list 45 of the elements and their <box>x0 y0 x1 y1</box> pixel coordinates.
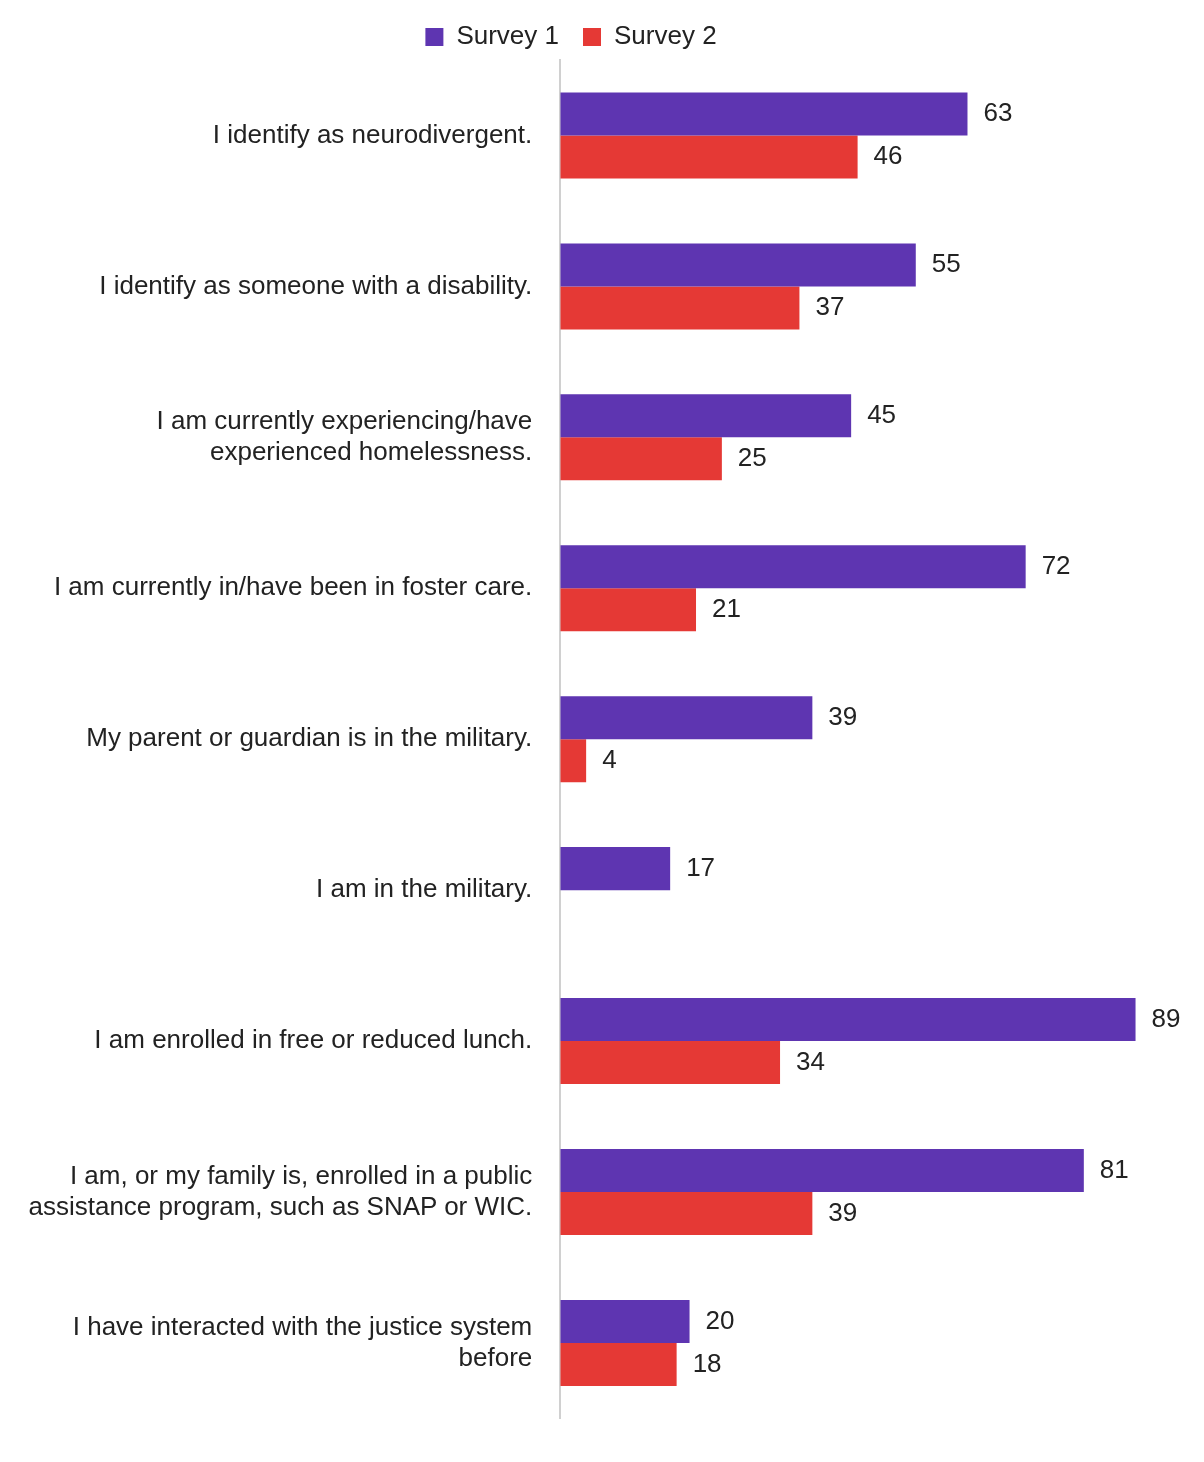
data-label: 21 <box>712 592 741 623</box>
bar <box>560 998 1136 1042</box>
y-tick-label: My parent or guardian is in the military. <box>86 722 533 753</box>
data-label: 39 <box>828 700 858 731</box>
data-label: 55 <box>931 248 961 279</box>
bar <box>560 588 697 632</box>
data-label: 63 <box>983 97 1013 128</box>
legend-label: Survey 1 <box>456 20 560 51</box>
bar <box>560 1192 813 1236</box>
data-label: 39 <box>828 1196 858 1227</box>
data-label: 37 <box>815 291 845 322</box>
bar <box>560 1041 781 1085</box>
data-label: 17 <box>686 851 716 882</box>
y-tick-label: I am in the military. <box>316 873 533 904</box>
data-label: 34 <box>796 1045 825 1076</box>
bar <box>560 437 722 481</box>
y-tick-label: I identify as someone with a disability. <box>99 269 533 300</box>
bar <box>560 545 1026 589</box>
data-label: 45 <box>867 399 897 429</box>
y-tick-label: I am currently experiencing/have experienced homelessness. <box>156 404 533 467</box>
y-tick-label: I have interacted with the justice system before <box>72 1310 533 1372</box>
bar <box>560 92 968 136</box>
bar <box>560 135 858 179</box>
data-label: 18 <box>692 1347 722 1378</box>
bar <box>560 243 916 287</box>
bar <box>560 1342 677 1386</box>
bar <box>560 1299 690 1343</box>
bar <box>560 847 671 891</box>
data-label: 4 <box>602 743 617 774</box>
data-label: 72 <box>1041 549 1071 580</box>
y-tick-label: I am enrolled in free or reduced lunch. <box>94 1024 533 1055</box>
bar <box>560 1148 1084 1192</box>
data-label: 81 <box>1099 1153 1129 1184</box>
bar <box>560 394 852 438</box>
y-tick-label: I am, or my family is, enrolled in a public assistance program, such as SNAP or WIC. <box>28 1159 533 1221</box>
legend-label: Survey 2 <box>614 20 717 51</box>
data-label: 89 <box>1151 1002 1181 1033</box>
bar <box>560 696 813 740</box>
y-tick-label: I identify as neurodivergent. <box>212 118 533 149</box>
data-label: 20 <box>705 1304 735 1335</box>
data-label: 25 <box>737 442 767 473</box>
bar <box>560 286 800 330</box>
y-tick-label: I am currently in/have been in foster care. <box>53 571 533 602</box>
bar <box>560 739 587 783</box>
data-label: 46 <box>873 140 903 171</box>
